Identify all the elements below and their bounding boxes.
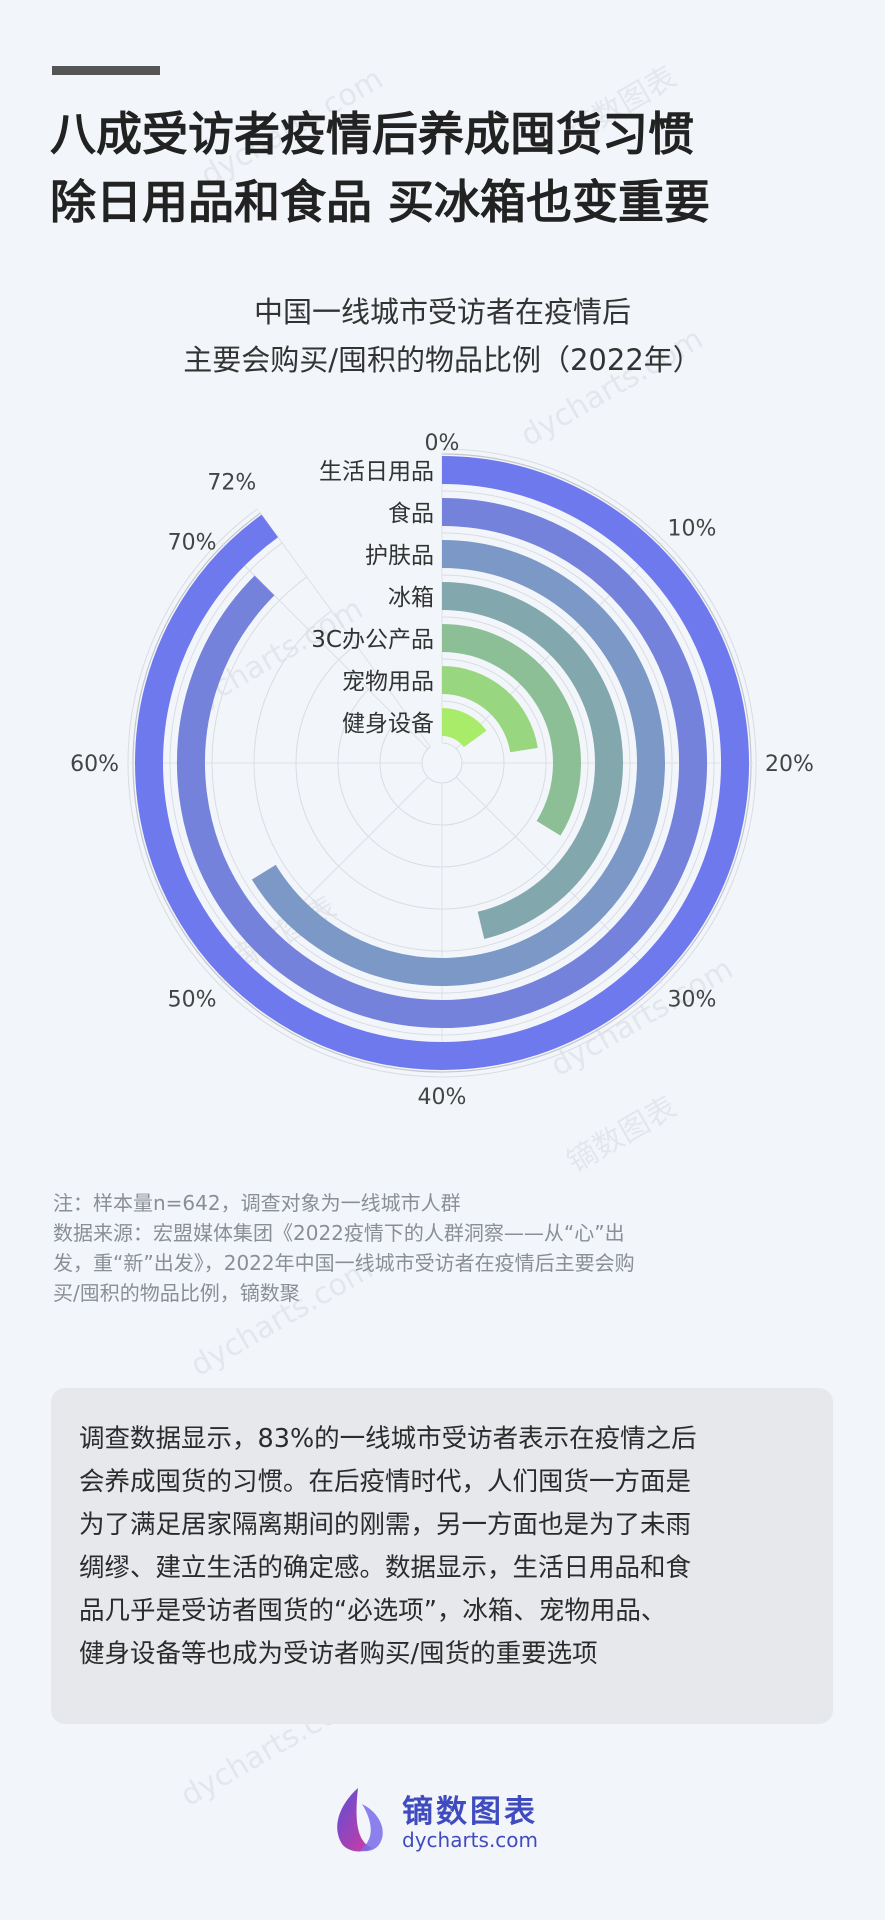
summary-line: 调查数据显示，83%的一线城市受访者表示在疫情之后 xyxy=(79,1424,697,1454)
tick-label: 0% xyxy=(425,431,460,456)
bar-1 xyxy=(177,498,708,1028)
category-label: 宠物用品 xyxy=(342,669,434,695)
note-source-end: 买/囤积的物品比例，镝数聚 xyxy=(53,1281,300,1305)
chart-bars xyxy=(135,456,749,1070)
note-source-cont: 发，重“新”出发》，2022年中国一线城市受访者在疫情后主要会购 xyxy=(53,1251,635,1275)
note-sample: 注：样本量n=642，调查对象为一线城市人群 xyxy=(53,1191,461,1215)
grid-circle xyxy=(211,532,673,994)
chart-title: 中国一线城市受访者在疫情后 主要会购买/囤积的物品比例（2022年） xyxy=(0,288,885,384)
headline: 八成受访者疫情后养成囤货习惯 除日用品和食品 买冰箱也变重要 xyxy=(50,100,850,236)
brand-footer: 镝数图表 dycharts.com xyxy=(328,1784,588,1864)
bar-4 xyxy=(441,624,581,836)
brand-name: 镝数图表 xyxy=(402,1794,538,1830)
category-label: 冰箱 xyxy=(388,585,434,611)
summary-line: 健身设备等也成为受访者购买/囤货的重要选项 xyxy=(79,1639,598,1669)
bar-3 xyxy=(441,582,624,939)
tick-label: 70% xyxy=(168,531,217,556)
source-notes: 注：样本量n=642，调查对象为一线城市人群 数据来源：宏盟媒体集团《2022疫… xyxy=(53,1188,843,1308)
grid-circle xyxy=(253,574,631,952)
grid-spoke xyxy=(221,542,429,750)
summary-box: 调查数据显示，83%的一线城市受访者表示在疫情之后 会养成囤货的习惯。在后疫情时… xyxy=(51,1388,833,1724)
note-source: 数据来源：宏盟媒体集团《2022疫情下的人群洞察——从“心”出 xyxy=(53,1221,625,1245)
chart-title-line2: 主要会购买/囤积的物品比例（2022年） xyxy=(183,343,702,377)
chart-tick-labels: 0% 10% 20% 30% 40% 50% 60% 70% 72% xyxy=(70,431,814,1110)
bar-0 xyxy=(135,456,749,1070)
grid-circle xyxy=(127,448,757,1078)
bar-2 xyxy=(251,540,665,986)
tick-label: 40% xyxy=(418,1085,467,1110)
tick-label: 10% xyxy=(668,517,717,542)
category-label: 健身设备 xyxy=(342,711,434,737)
grid-circle xyxy=(379,700,505,826)
accent-bar xyxy=(52,66,160,75)
summary-line: 绸缪、建立生活的确定感。数据显示，生活日用品和食 xyxy=(79,1553,692,1583)
grid-circle xyxy=(337,658,547,868)
tick-label: 60% xyxy=(70,752,119,777)
category-label: 食品 xyxy=(388,501,434,527)
bar-6 xyxy=(441,708,487,748)
category-label: 护肤品 xyxy=(365,543,434,569)
tick-label: 72% xyxy=(207,471,256,496)
grid-spoke xyxy=(258,511,431,748)
brand-logo-icon xyxy=(337,1788,383,1852)
grid-circle xyxy=(295,616,589,910)
summary-line: 品几乎是受访者囤货的“必选项”，冰箱、宠物用品、 xyxy=(79,1596,667,1626)
headline-line1: 八成受访者疫情后养成囤货习惯 xyxy=(50,107,694,161)
summary-line: 为了满足居家隔离期间的刚需，另一方面也是为了未雨 xyxy=(79,1510,692,1540)
chart-title-line1: 中国一线城市受访者在疫情后 xyxy=(253,295,631,329)
headline-line2: 除日用品和食品 买冰箱也变重要 xyxy=(50,175,711,229)
bar-5 xyxy=(441,666,538,753)
summary-line: 会养成囤货的习惯。在后疫情时代，人们囤货一方面是 xyxy=(79,1467,692,1497)
tick-label: 30% xyxy=(668,988,717,1013)
category-label: 3C办公产品 xyxy=(311,627,434,653)
tick-label: 20% xyxy=(765,752,814,777)
grid-circle xyxy=(169,490,715,1036)
brand-url: dycharts.com xyxy=(402,1828,539,1852)
tick-label: 50% xyxy=(168,988,217,1013)
axis-circle xyxy=(132,453,752,1073)
category-label: 生活日用品 xyxy=(319,459,434,485)
grid-circle xyxy=(421,742,463,784)
